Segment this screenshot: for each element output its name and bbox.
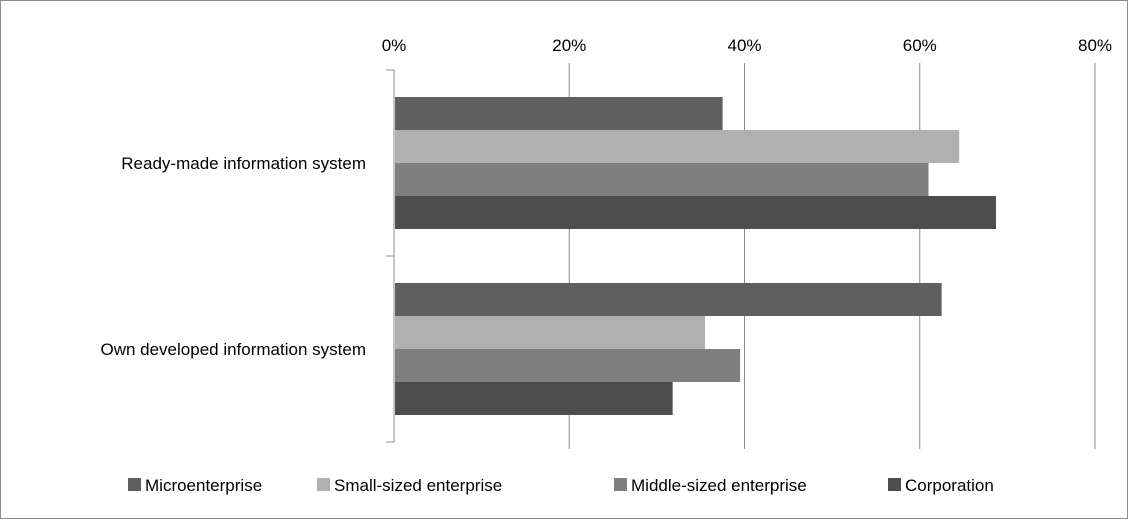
bar-small-sized-enterprise — [395, 316, 706, 349]
category-label: Ready-made information system — [121, 154, 366, 173]
bar-microenterprise — [395, 97, 723, 130]
bar-microenterprise — [395, 283, 942, 316]
bar-middle-sized-enterprise — [395, 163, 929, 196]
bar-small-sized-enterprise — [395, 130, 960, 163]
legend-swatch — [317, 478, 330, 491]
legend-label: Microenterprise — [145, 476, 262, 495]
legend-swatch — [888, 478, 901, 491]
legend-label: Corporation — [905, 476, 994, 495]
category-label: Own developed information system — [100, 340, 366, 359]
legend-label: Middle-sized enterprise — [631, 476, 807, 495]
legend-swatch — [128, 478, 141, 491]
bar-middle-sized-enterprise — [395, 349, 741, 382]
x-tick-label: 0% — [382, 36, 407, 55]
x-tick-label: 60% — [903, 36, 937, 55]
legend-swatch — [614, 478, 627, 491]
x-tick-label: 20% — [552, 36, 586, 55]
bar-corporation — [395, 382, 673, 415]
bar-corporation — [395, 196, 996, 229]
x-tick-label: 40% — [727, 36, 761, 55]
x-tick-label: 80% — [1078, 36, 1112, 55]
legend-label: Small-sized enterprise — [334, 476, 502, 495]
